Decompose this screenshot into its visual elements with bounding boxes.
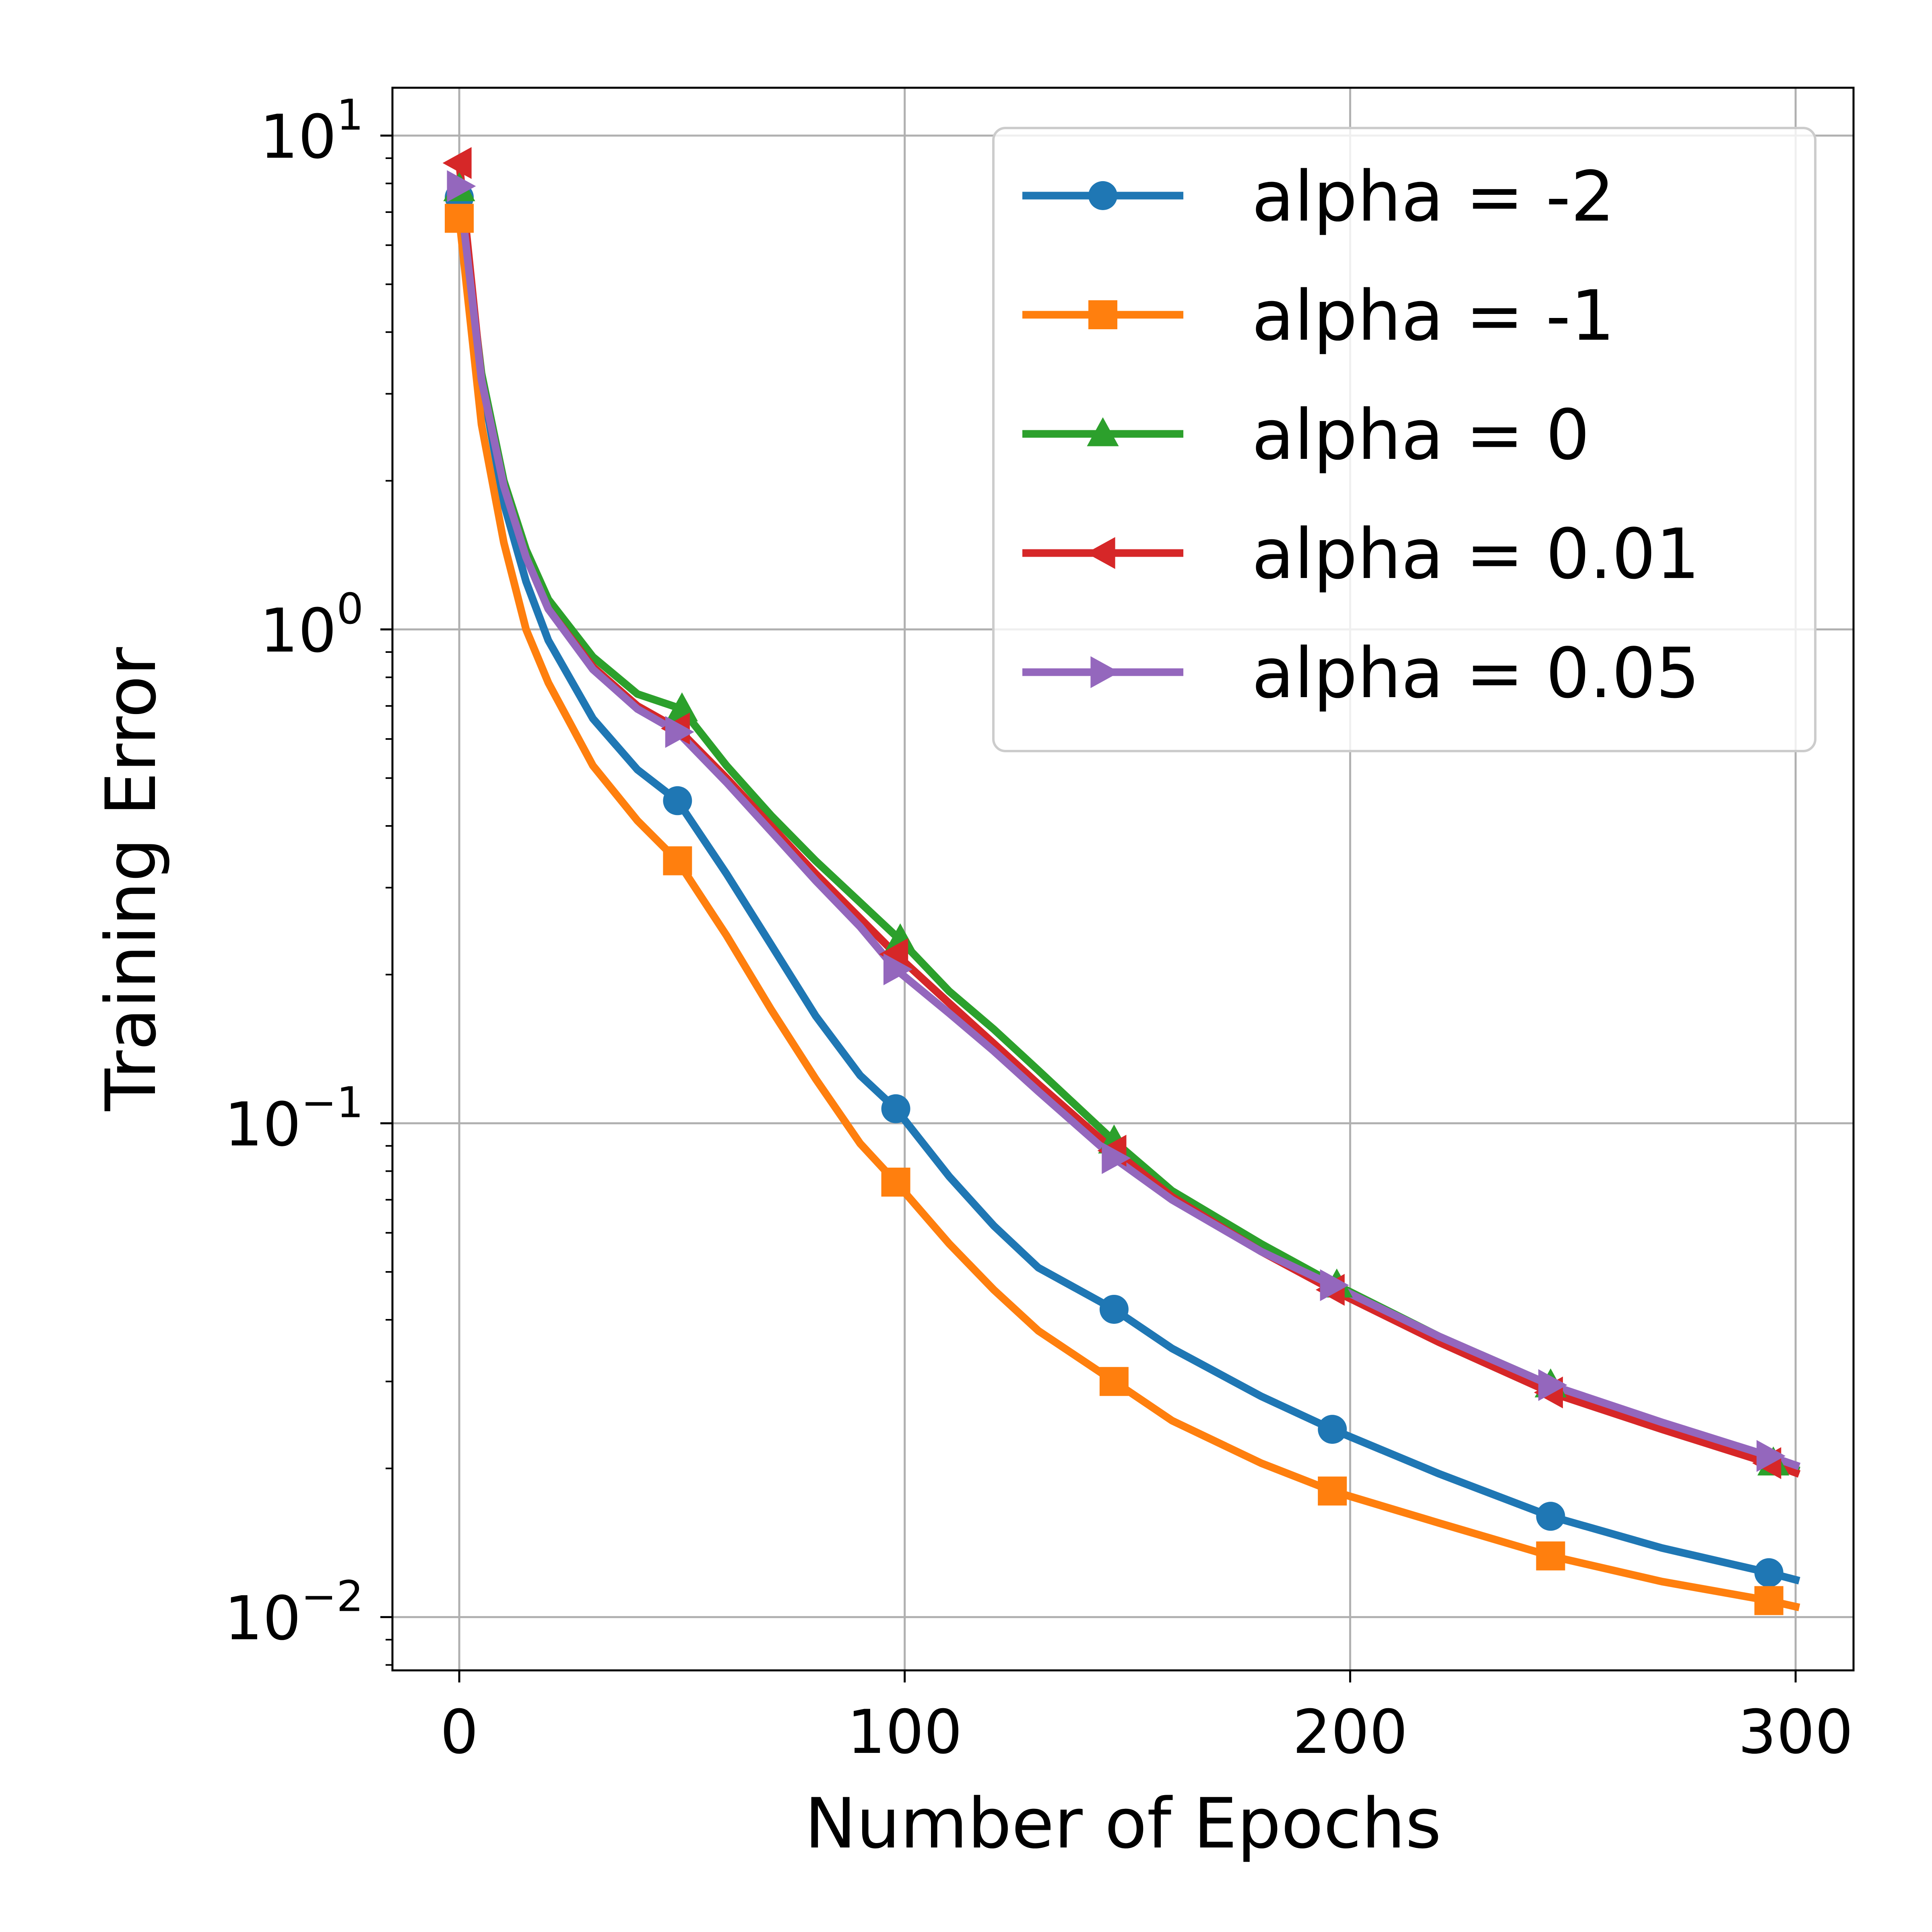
- series-3-marker: [442, 147, 472, 179]
- legend-label-0: alpha = -2: [1252, 156, 1615, 237]
- y-axis-label: Training Error: [91, 647, 171, 1111]
- y-tick-exponent: −2: [301, 1572, 363, 1621]
- legend-label-2: alpha = 0: [1252, 394, 1590, 475]
- series-4-marker: [1320, 1269, 1349, 1301]
- legend-label-3: alpha = 0.01: [1252, 514, 1700, 594]
- series-4-marker: [883, 953, 912, 985]
- y-tick-exponent: 1: [336, 91, 363, 140]
- series-4-marker: [1538, 1369, 1567, 1401]
- y-tick-label: 10−2: [224, 1572, 363, 1654]
- x-tick-label: 0: [440, 1697, 478, 1767]
- series-1-marker: [445, 204, 474, 233]
- legend-label-1: alpha = -1: [1252, 275, 1615, 356]
- series-0-marker: [881, 1094, 910, 1123]
- series-1-marker: [1318, 1476, 1347, 1506]
- x-tick-label: 200: [1292, 1697, 1408, 1767]
- y-tick-base: 10: [224, 1090, 301, 1160]
- series-1-marker: [1754, 1586, 1783, 1615]
- series-4-marker: [447, 170, 476, 202]
- series-1-marker: [663, 846, 692, 875]
- x-axis-label: Number of Epochs: [805, 1783, 1441, 1864]
- plot-frame: [391, 87, 1855, 1672]
- legend-marker-1: [1088, 300, 1117, 329]
- series-1-marker: [881, 1167, 910, 1197]
- series-0-marker: [1099, 1294, 1129, 1324]
- y-tick-base: 10: [260, 596, 336, 666]
- legend: alpha = -2 alpha = -1 alpha = 0 alpha = 0.0…: [992, 127, 1816, 752]
- y-tick-base: 10: [224, 1584, 301, 1654]
- series-4-marker: [1757, 1440, 1786, 1472]
- series-3-marker: [879, 938, 908, 970]
- legend-label-4: alpha = 0.05: [1252, 633, 1700, 714]
- y-tick-label: 101: [260, 91, 363, 172]
- series-0-marker: [1754, 1558, 1783, 1587]
- series-2-marker: [884, 923, 916, 953]
- legend-marker-3: [1086, 537, 1115, 569]
- y-tick-exponent: −1: [301, 1078, 363, 1127]
- series-0-marker: [1536, 1502, 1565, 1531]
- legend-marker-4: [1090, 656, 1120, 688]
- legend-box: [992, 127, 1816, 752]
- y-tick-exponent: 0: [336, 584, 363, 634]
- legend-marker-2: [1087, 417, 1119, 446]
- series-4-marker: [665, 716, 694, 748]
- y-tick-label: 100: [260, 584, 363, 666]
- legend-marker-0: [1088, 181, 1117, 210]
- y-tick-label: 10−1: [224, 1078, 363, 1160]
- series-1-marker: [1099, 1367, 1129, 1396]
- series-4-marker: [1102, 1142, 1131, 1174]
- series-1-marker: [1536, 1541, 1565, 1571]
- series-0-marker: [663, 786, 692, 815]
- series-2-marker: [666, 692, 698, 722]
- x-tick-label: 300: [1738, 1697, 1853, 1767]
- x-tick-label: 100: [847, 1697, 962, 1767]
- series-0-marker: [1318, 1415, 1347, 1444]
- marker-layer: [442, 147, 1790, 1615]
- y-tick-base: 10: [260, 102, 336, 172]
